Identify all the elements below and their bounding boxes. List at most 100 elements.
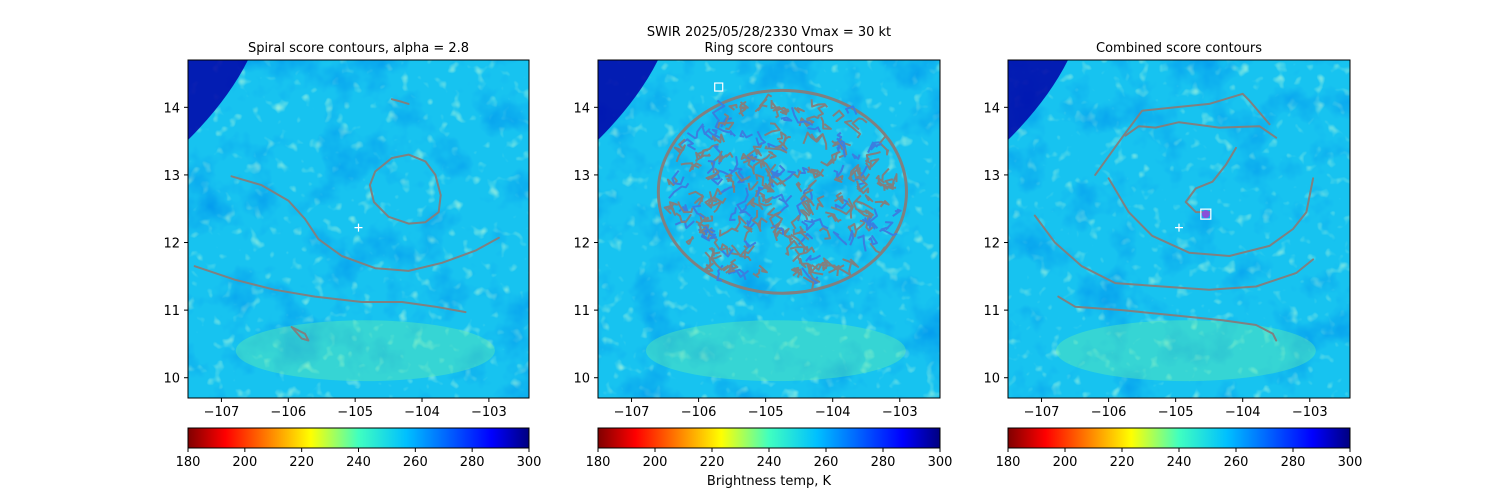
x-tick-label: −105	[337, 405, 373, 420]
ring-contour-segment	[686, 123, 705, 140]
ring-contour-segment	[764, 122, 781, 137]
plot-frame	[187, 59, 530, 399]
ring-contour-segment	[799, 209, 811, 221]
ring-contour-segment	[667, 202, 677, 216]
y-tick-label: 14	[163, 101, 180, 116]
ring-contour-segment	[728, 156, 739, 173]
contour-line	[1184, 146, 1237, 214]
ring-contour-segment	[847, 223, 857, 232]
ring-contour-segment	[833, 191, 844, 205]
ring-contour-segment	[820, 150, 841, 167]
ring-contour-segment	[818, 227, 831, 240]
ring-contour-segment	[695, 150, 705, 160]
ring-contour-segment	[695, 153, 711, 163]
ring-contour-segment	[706, 200, 722, 214]
ring-contour-segment	[752, 268, 761, 278]
ring-contour-segment	[718, 152, 734, 162]
ring-contour-segment	[743, 240, 757, 249]
contour-line	[368, 153, 442, 225]
ring-contour-segment	[707, 129, 721, 139]
panel-title: Spiral score contours, alpha = 2.8	[248, 41, 469, 56]
colorbar-tick-label: 280	[460, 455, 485, 470]
colorbar-tick-label: 220	[700, 455, 725, 470]
ring-contour-segment	[771, 171, 782, 179]
ring-contour-segment	[718, 185, 736, 195]
ring-contour-segment	[868, 234, 878, 246]
ring-contour-segment	[834, 263, 852, 276]
ring-contour-segment	[712, 99, 726, 120]
ring-contour-segment	[754, 104, 768, 112]
colorbar-tick-label: 300	[928, 455, 953, 470]
ring-contour-segment	[771, 193, 786, 203]
ring-contour-segment	[827, 213, 837, 222]
ring-contour-segment	[801, 267, 818, 284]
colorbar-label: Brightness temp, K	[707, 474, 832, 489]
ring-contour-segment	[705, 173, 717, 179]
ring-score-contours	[656, 88, 908, 295]
colorbar	[597, 427, 941, 449]
x-tick-label: −107	[1024, 405, 1060, 420]
ring-contour-segment	[692, 204, 705, 219]
ring-contour-segment	[775, 106, 790, 119]
colorbar-tick-label: 200	[643, 455, 668, 470]
ring-contour-segment	[808, 270, 824, 284]
y-tick-label: 10	[163, 372, 180, 387]
x-tick-label: −104	[404, 405, 440, 420]
ring-contour-segment	[844, 119, 862, 139]
ring-contour-segment	[867, 217, 879, 230]
ring-contour-segment	[708, 196, 727, 204]
ring-contour-segment	[720, 243, 729, 255]
ring-contour-segment	[751, 209, 762, 232]
x-tick-label: −106	[681, 405, 717, 420]
ring-contour-segment	[832, 109, 845, 123]
colorbar-tick-label: 240	[757, 455, 782, 470]
suptitle: SWIR 2025/05/28/2330 Vmax = 30 kt	[647, 25, 891, 40]
ring-contour-segment	[833, 164, 845, 178]
ring-contour-segment	[739, 245, 752, 262]
colorbar-tick-label: 300	[517, 455, 542, 470]
y-tick-label: 14	[573, 101, 590, 116]
colorbar-tick-label: 240	[1167, 455, 1192, 470]
colorbar-tick-label: 260	[814, 455, 839, 470]
contour-line	[1057, 295, 1278, 342]
ring-contour-segment	[835, 142, 841, 152]
center-marker	[1175, 223, 1183, 232]
ring-contour-segment	[718, 150, 724, 163]
colorbar	[187, 427, 530, 449]
x-tick-label: −106	[1091, 405, 1127, 420]
ring-contour-segment	[792, 246, 816, 263]
ring-contour-segment	[739, 101, 747, 117]
ring-contour-segment	[854, 165, 868, 182]
ring-contour-segment	[677, 201, 694, 214]
colorbar-tick-label: 220	[1110, 455, 1135, 470]
center-marker	[354, 223, 363, 232]
ring-contour-segment	[711, 133, 726, 144]
ring-contour-segment	[801, 115, 819, 126]
ring-contour-segment	[740, 152, 750, 161]
ring-contour-segment	[711, 172, 724, 186]
ring-contour-segment	[701, 125, 711, 135]
ring-contour-segment	[849, 164, 860, 183]
contour-line	[230, 175, 500, 272]
ring-contour-segment	[752, 142, 763, 156]
ring-contour-segment	[663, 205, 672, 215]
x-tick-label: −105	[748, 405, 784, 420]
contour-line	[290, 326, 310, 342]
colorbar-tick-label: 180	[176, 455, 201, 470]
y-tick-label: 12	[573, 237, 590, 252]
y-tick-label: 11	[573, 304, 590, 319]
ring-contour-segment	[795, 181, 803, 193]
ring-contour-segment	[836, 131, 846, 149]
contour-line	[1094, 92, 1271, 176]
ring-contour-segment	[797, 166, 810, 174]
colorbar-tick-label: 280	[1281, 455, 1306, 470]
ring-contour-segment	[767, 207, 776, 227]
colorbar-tick-label: 180	[586, 455, 611, 470]
ring-contour-segment	[876, 182, 887, 187]
contour-line	[390, 98, 410, 105]
ring-contour-segment	[865, 151, 881, 162]
ring-contour-segment	[746, 148, 762, 161]
ring-contour-segment	[688, 162, 702, 172]
ring-contour-segment	[792, 267, 803, 277]
